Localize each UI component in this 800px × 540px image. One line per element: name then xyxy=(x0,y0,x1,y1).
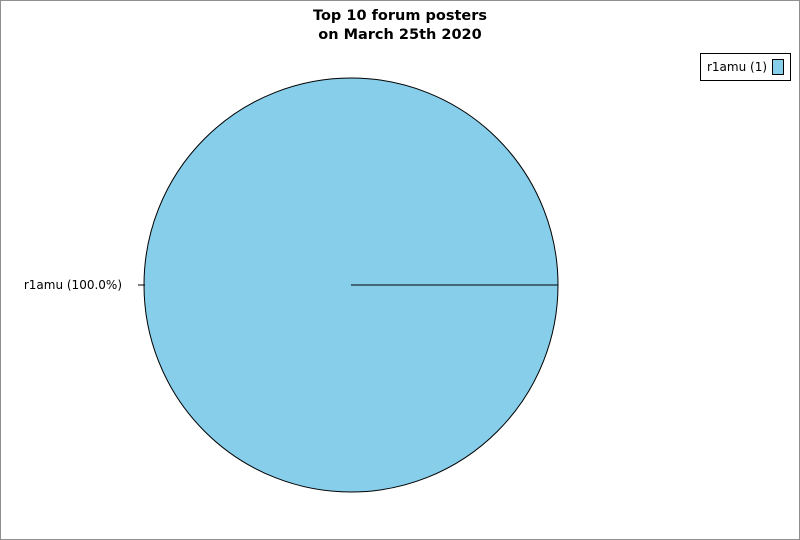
chart-title-line2: on March 25th 2020 xyxy=(318,27,482,43)
legend-entry-label: r1amu (1) xyxy=(706,60,768,74)
chart-title-line1: Top 10 forum posters xyxy=(313,8,487,24)
pie-slice-label: r1amu (100.0%) xyxy=(23,278,122,292)
legend-swatch-rect xyxy=(772,59,785,75)
legend-box: r1amu (1) xyxy=(700,53,791,81)
chart-title: Top 10 forum posters on March 25th 2020 xyxy=(1,7,799,45)
legend-swatch-icon xyxy=(772,59,785,75)
